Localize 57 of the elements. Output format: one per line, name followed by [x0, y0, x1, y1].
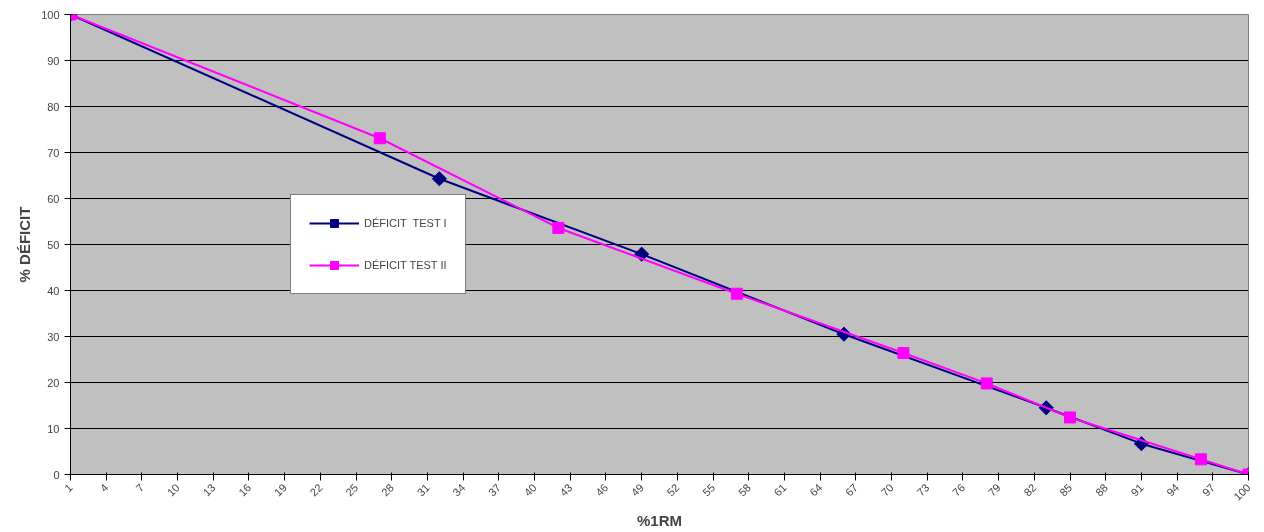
- x-tick-label: 64: [807, 481, 825, 499]
- y-axis-title: % DÉFICIT: [16, 206, 34, 283]
- x-tick-label: 31: [414, 481, 432, 499]
- x-tick-label: 61: [771, 481, 789, 499]
- x-tick-label: 73: [914, 481, 932, 499]
- x-tick-label: 70: [878, 481, 896, 499]
- point: [1194, 453, 1207, 466]
- x-tick-label: 19: [271, 481, 289, 499]
- point: [431, 171, 447, 187]
- point: [552, 221, 565, 234]
- y-tick-label: 60: [47, 192, 60, 205]
- x-tick-label: 43: [557, 481, 575, 499]
- x-tick-label: 4: [97, 481, 111, 495]
- point: [730, 287, 743, 300]
- y-tick-label: 20: [47, 376, 60, 389]
- point: [373, 132, 386, 145]
- x-axis-title: %1RM: [637, 512, 683, 530]
- x-tick-label: 16: [236, 481, 254, 499]
- x-tick-label: 10: [164, 481, 182, 499]
- y-tick-label: 40: [47, 284, 60, 297]
- point: [897, 347, 910, 360]
- x-tick-label: 22: [307, 481, 325, 499]
- x-tick-label: 88: [1092, 481, 1110, 499]
- x-tick-label: 25: [343, 481, 361, 499]
- point: [980, 377, 993, 390]
- y-tick-label: 90: [47, 54, 60, 67]
- y-tick-label: 100: [41, 8, 60, 21]
- y-tick-label: 50: [47, 238, 60, 251]
- legend-label: DÉFICIT TEST II: [364, 259, 447, 271]
- y-tick-label: 70: [47, 146, 60, 159]
- point: [1064, 411, 1077, 424]
- x-tick-label: 58: [735, 481, 753, 499]
- y-tick-label: 30: [47, 330, 60, 343]
- x-tick-label: 40: [521, 481, 539, 499]
- x-tick-label: 100: [1231, 481, 1253, 503]
- x-tick-label: 7: [133, 481, 147, 495]
- x-tick-label: 97: [1199, 481, 1218, 499]
- x-tick-label: 34: [450, 481, 468, 499]
- x-tick-label: 37: [485, 481, 504, 499]
- x-tick-label: 49: [628, 481, 646, 499]
- x-tick-label: 13: [200, 481, 218, 499]
- x-tick-label: 67: [842, 481, 861, 499]
- x-tick-label: 28: [378, 481, 397, 499]
- y-tick-label: 0: [53, 468, 60, 481]
- x-tick-label: 76: [950, 481, 968, 499]
- legend-label: DÉFICIT TEST I: [364, 217, 447, 229]
- x-tick-label: 52: [664, 481, 682, 499]
- y-tick-label: 10: [47, 422, 60, 435]
- x-tick-label: 82: [1021, 481, 1039, 499]
- x-tick-label: 46: [593, 481, 611, 499]
- x-tick-label: 85: [1057, 481, 1075, 499]
- y-tick-label: 80: [47, 100, 60, 113]
- x-tick-label: 94: [1164, 481, 1182, 499]
- x-tick-label: 1: [61, 481, 75, 495]
- x-tick-label: 79: [985, 481, 1003, 499]
- x-tick-label: 91: [1128, 481, 1146, 499]
- x-tick-label: 55: [700, 481, 718, 499]
